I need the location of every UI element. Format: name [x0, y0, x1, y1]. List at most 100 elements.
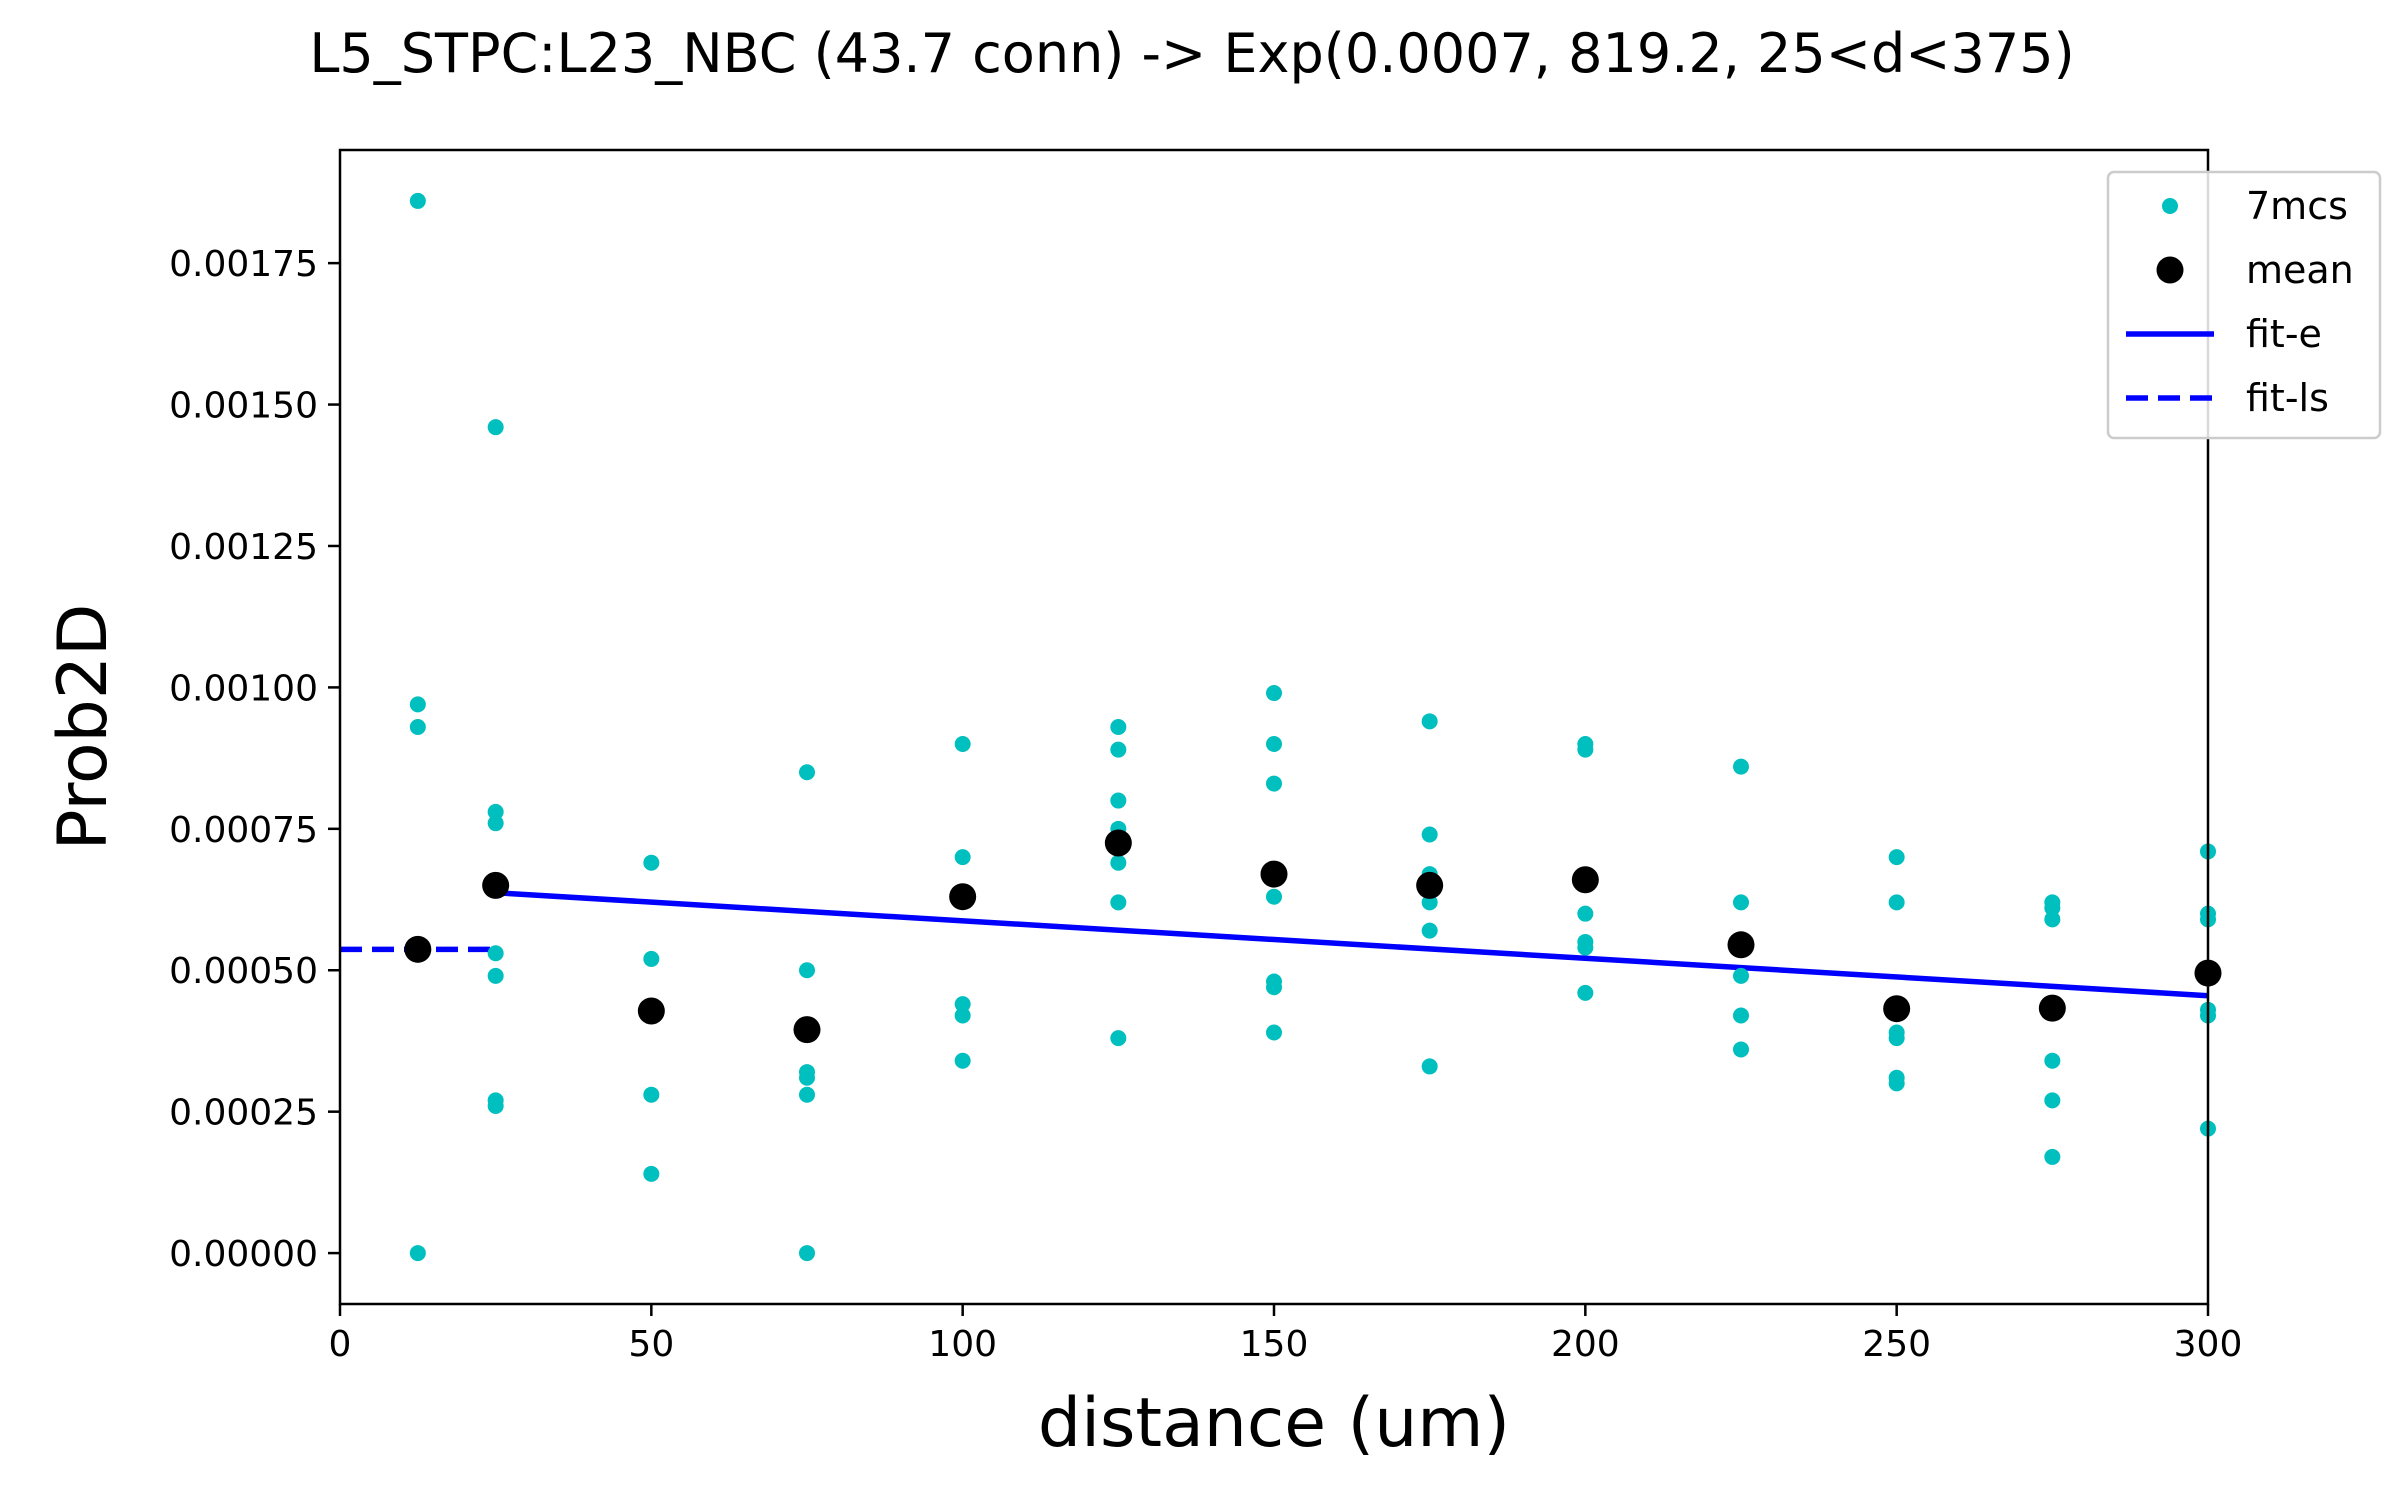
sample-point [1733, 758, 1749, 775]
sample-point [409, 1245, 426, 1262]
sample-point [643, 854, 660, 871]
sample-point [487, 419, 504, 436]
sample-point [1421, 713, 1438, 730]
sample-point [2044, 1092, 2061, 1109]
plot-frame [338, 148, 2210, 1306]
sample-point [409, 192, 426, 209]
mean-point [482, 871, 510, 899]
sample-point [487, 815, 504, 832]
sample-point [954, 1052, 971, 1069]
mean-point [637, 997, 665, 1025]
sample-point [1421, 894, 1438, 911]
sample-point [1888, 1030, 1905, 1047]
sample-point [487, 945, 504, 962]
sample-point [1577, 741, 1594, 758]
sample-point [2044, 911, 2061, 928]
y-tick-label: 0.00100 [169, 668, 318, 709]
sample-point [409, 719, 426, 735]
sample-point [954, 735, 971, 752]
y-tick-label: 0.00150 [169, 386, 318, 427]
x-tick-label: 0 [329, 1324, 352, 1365]
mean-point [404, 935, 432, 963]
x-axis: 0 50 100 150 200 250 300 [329, 1304, 2243, 1365]
legend-7mcs-swatch [2162, 198, 2178, 214]
x-tick-label: 50 [628, 1324, 674, 1365]
sample-point [1733, 967, 1749, 984]
legend-label: mean [2246, 248, 2354, 292]
sample-point [487, 1098, 504, 1115]
y-tick-label: 0.00000 [169, 1234, 318, 1275]
x-axis-label: distance (um) [1038, 1384, 1510, 1463]
sample-point [1888, 1075, 1905, 1092]
sample-point [1110, 894, 1127, 911]
y-tick-label: 0.00025 [169, 1093, 318, 1134]
sample-point [1266, 979, 1282, 996]
mean-point [1883, 995, 1911, 1023]
mean-point [1727, 931, 1755, 959]
mean-point [949, 883, 977, 911]
x-tick-label: 100 [928, 1324, 997, 1365]
y-tick-label: 0.00075 [169, 810, 318, 851]
sample-point [643, 1086, 660, 1103]
sample-point [799, 962, 815, 979]
y-tick-label: 0.00175 [169, 244, 318, 285]
y-axis-label: Prob2D [44, 604, 123, 851]
sample-point [2044, 1148, 2061, 1165]
sample-point [1733, 1007, 1749, 1024]
sample-point [1733, 894, 1749, 911]
mean-point [1104, 829, 1132, 857]
sample-point [1888, 849, 1905, 866]
sample-point [799, 1245, 815, 1262]
x-tick-label: 300 [2174, 1324, 2243, 1365]
sample-point [487, 803, 504, 820]
mean-point [1416, 871, 1444, 899]
legend-mean-swatch [2156, 256, 2184, 284]
mean-point [2038, 994, 2066, 1022]
sample-point [1110, 741, 1127, 758]
plot-marks [340, 192, 2222, 1262]
mean-point [1260, 860, 1288, 888]
legend-label: fit-e [2246, 312, 2322, 356]
sample-point [2044, 1052, 2061, 1069]
sample-point [799, 1069, 815, 1086]
sample-point [1577, 984, 1594, 1001]
x-tick-label: 150 [1240, 1324, 1309, 1365]
sample-point [409, 696, 426, 713]
sample-point [487, 967, 504, 984]
sample-point [1110, 792, 1127, 809]
y-tick-label: 0.00050 [169, 951, 318, 992]
legend-label: fit-ls [2246, 376, 2329, 420]
sample-point [643, 950, 660, 967]
y-tick-label: 0.00125 [169, 527, 318, 568]
x-tick-label: 200 [1551, 1324, 1620, 1365]
sample-point [1421, 922, 1438, 939]
sample-point [1266, 1024, 1282, 1041]
legend-box [2106, 170, 2382, 440]
sample-point [1421, 1058, 1438, 1075]
y-axis: 0.00000 0.00025 0.00050 0.00075 0.00100 0.001… [169, 244, 340, 1275]
mean-point [793, 1016, 821, 1044]
chart-title: L5_STPC:L23_NBC (43.7 conn) -> Exp(0.000… [309, 22, 2074, 85]
sample-point [1266, 735, 1282, 752]
sample-point [954, 849, 971, 866]
sample-point [1266, 775, 1282, 792]
sample-point [643, 1165, 660, 1182]
sample-point [1577, 905, 1594, 922]
sample-point [1888, 894, 1905, 911]
fit-e-line [495, 890, 2209, 999]
sample-point [1110, 1030, 1127, 1047]
mean-point [1571, 866, 1599, 894]
sample-point [2044, 900, 2061, 917]
sample-point [799, 764, 815, 781]
sample-point [954, 1007, 971, 1024]
sample-point [1733, 1041, 1749, 1058]
legend: 7mcs mean fit-e fit-ls [2106, 170, 2382, 440]
legend-label: 7mcs [2246, 184, 2348, 228]
sample-point [1266, 685, 1282, 702]
sample-point [1266, 888, 1282, 905]
x-tick-label: 250 [1862, 1324, 1931, 1365]
sample-point [1421, 826, 1438, 843]
sample-point [1110, 854, 1127, 871]
sample-point [954, 996, 971, 1013]
